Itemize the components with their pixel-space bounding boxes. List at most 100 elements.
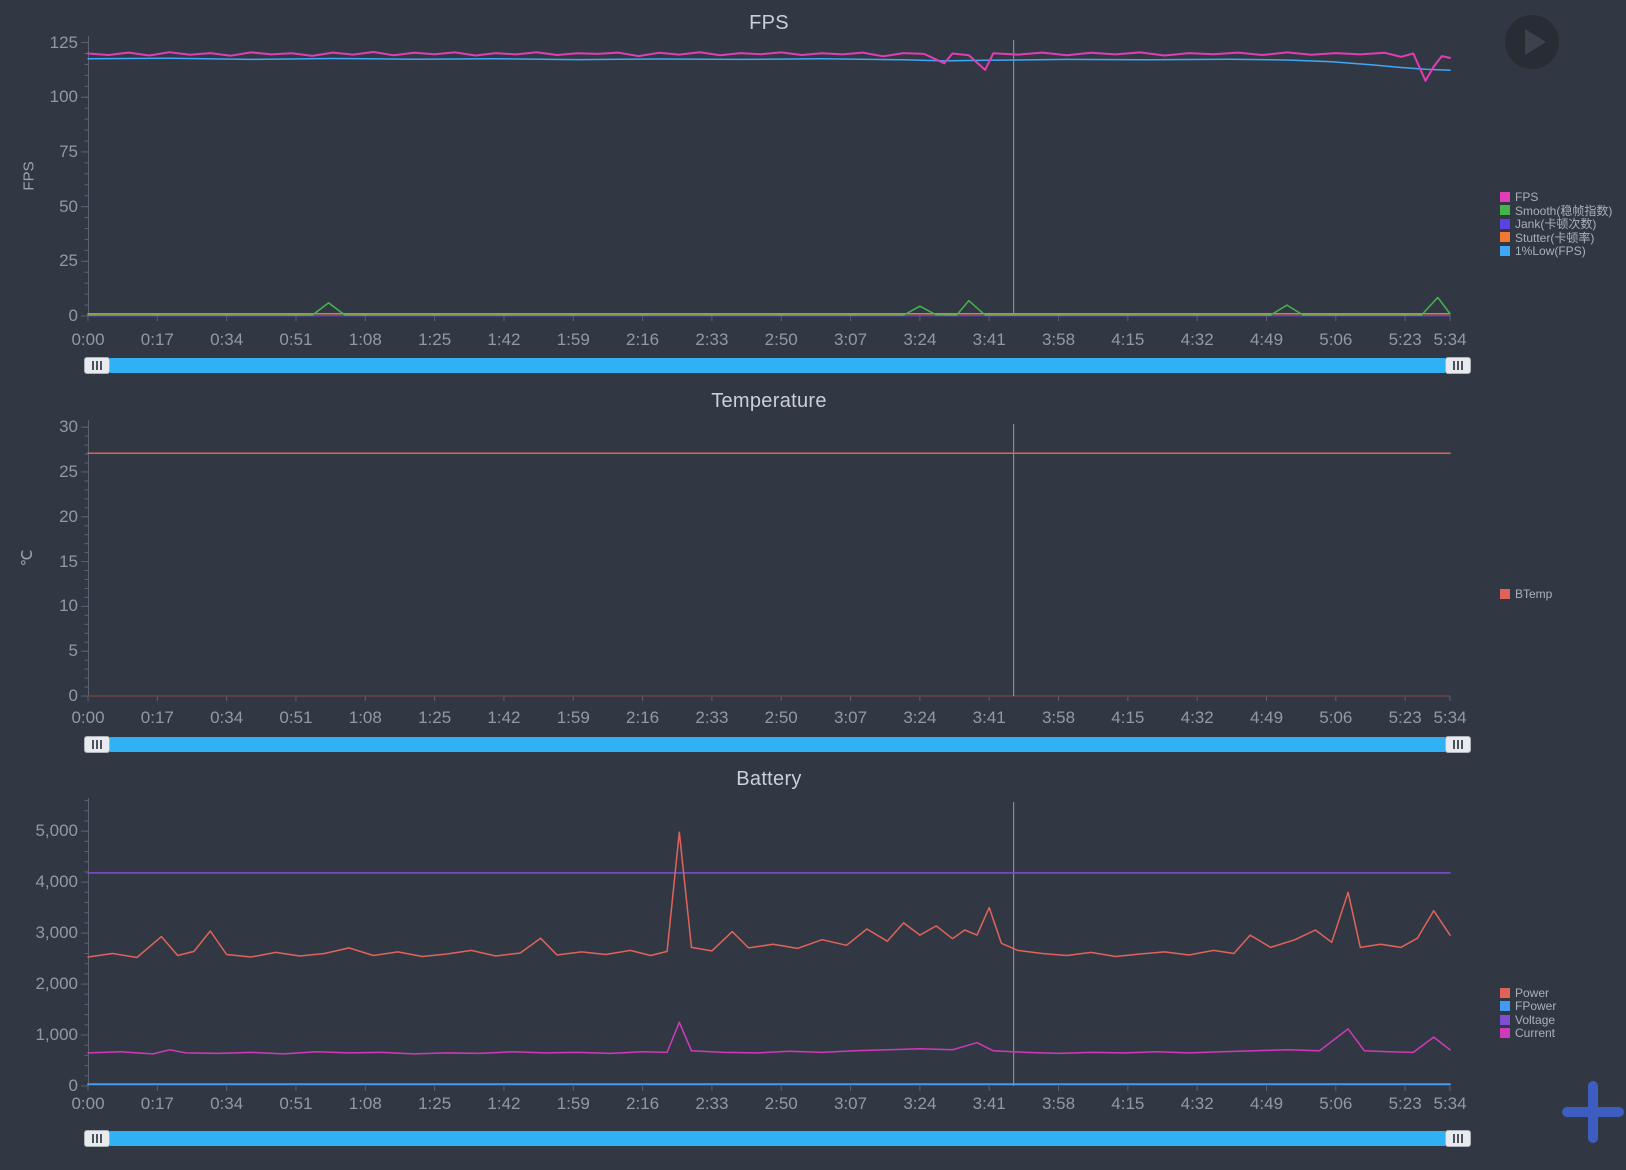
x-tick-label: 0:34 — [210, 1094, 244, 1113]
x-tick-label: 4:49 — [1249, 330, 1284, 349]
series-line-power — [87, 831, 1451, 959]
x-tick-label: 0:51 — [279, 1094, 313, 1113]
legend-swatch — [1500, 205, 1510, 216]
x-tick-label: 0:51 — [279, 330, 313, 349]
x-tick-label: 2:50 — [764, 330, 798, 349]
fps-chart-section: FPS FPS 0 25 50 75 100 125 0:00 0:17 0:34 0:51 1:0… — [0, 0, 1626, 379]
x-tick-label: 2:16 — [626, 708, 660, 727]
legend-label: Voltage — [1515, 1012, 1556, 1027]
legend-swatch — [1500, 245, 1510, 256]
y-axis-label-fps: FPS — [20, 161, 38, 191]
x-tick-label: 2:50 — [764, 1094, 798, 1113]
legend-label: Power — [1515, 985, 1550, 1000]
x-tick-label: 2:33 — [695, 1094, 729, 1113]
x-tick-label: 3:24 — [903, 708, 937, 727]
scrollbar-left-handle[interactable] — [84, 357, 110, 374]
y-tick-label: 1,000 — [35, 1025, 78, 1045]
x-tick-label: 3:41 — [972, 330, 1006, 349]
series-line-smooth — [87, 296, 1451, 316]
x-tick-label: 5:06 — [1319, 708, 1353, 727]
x-tick-label: 4:32 — [1180, 330, 1214, 349]
legend-item[interactable]: Voltage — [1500, 1013, 1556, 1027]
x-tick-label: 5:06 — [1319, 330, 1353, 349]
legend-label: Jank(卡顿次数) — [1515, 217, 1597, 232]
scrollbar-right-handle[interactable] — [1445, 736, 1471, 753]
legend-swatch — [1500, 1001, 1510, 1012]
add-chart-button[interactable] — [1562, 1081, 1624, 1143]
play-button[interactable] — [1505, 15, 1559, 69]
chart-plot-fps[interactable] — [81, 36, 1451, 321]
legend-item[interactable]: FPower — [1500, 999, 1557, 1014]
y-tick-label: 0 — [68, 306, 78, 325]
scrollbar-track[interactable] — [110, 358, 1445, 373]
scrollbar-right-handle[interactable] — [1445, 357, 1471, 374]
temperature-chart-section: Temperature ℃ 0 5 10 15 20 25 30 0:00 0:17 0:34 0:… — [0, 379, 1626, 757]
plus-icon — [1588, 1081, 1598, 1143]
legend-item[interactable]: Stutter(卡顿率) — [1500, 231, 1612, 245]
legend-label: FPower — [1515, 999, 1557, 1014]
x-tick-label: 3:24 — [903, 1094, 937, 1113]
y-tick-label: 20 — [59, 506, 78, 526]
x-tick-label: 2:16 — [626, 330, 660, 349]
scrollbar-right-handle[interactable] — [1445, 1130, 1471, 1147]
x-tick-label: 5:34 — [1433, 330, 1467, 349]
x-tick-label: 4:49 — [1249, 1094, 1284, 1113]
scrollbar-track[interactable] — [110, 737, 1445, 752]
legend-label: 1%Low(FPS) — [1515, 243, 1586, 258]
scrollbar-left-handle[interactable] — [84, 736, 110, 753]
legend-label: Current — [1515, 1026, 1556, 1041]
y-tick-label: 100 — [49, 87, 78, 107]
x-tick-label: 0:51 — [279, 708, 313, 727]
legend-swatch — [1500, 218, 1510, 229]
y-tick-label: 5,000 — [35, 821, 78, 841]
x-tick-label: 0:00 — [71, 1094, 105, 1113]
x-tick-label: 0:34 — [210, 708, 244, 727]
legend-label: Stutter(卡顿率) — [1515, 230, 1595, 245]
legend-item[interactable]: Current — [1500, 1026, 1556, 1041]
x-tick-label: 1:59 — [556, 708, 590, 727]
chart-plot-temperature[interactable] — [81, 420, 1451, 701]
temperature-time-scrollbar[interactable] — [84, 736, 1471, 753]
y-tick-label: 50 — [59, 196, 78, 216]
battery-time-scrollbar[interactable] — [84, 1130, 1471, 1147]
y-tick-label: 75 — [59, 141, 78, 161]
legend-item[interactable]: BTemp — [1500, 587, 1552, 601]
x-tick-label: 2:33 — [695, 708, 729, 727]
legend-label: Smooth(稳帧指数) — [1515, 203, 1613, 218]
x-tick-label: 5:34 — [1433, 708, 1467, 727]
legend-item[interactable]: Smooth(稳帧指数) — [1500, 204, 1612, 218]
legend-swatch — [1500, 1028, 1510, 1039]
x-tick-label: 1:08 — [348, 708, 382, 727]
x-tick-label: 1:42 — [487, 1094, 521, 1113]
series-line-current — [87, 1021, 1451, 1055]
legend: BTemp — [1500, 587, 1552, 601]
legend-swatch — [1500, 987, 1510, 998]
x-tick-label: 3:07 — [834, 1094, 868, 1113]
chart-title-fps: FPS — [749, 12, 789, 34]
x-tick-label: 0:17 — [140, 708, 174, 727]
y-tick-label: 25 — [59, 461, 78, 481]
y-tick-label: 10 — [59, 596, 78, 616]
legend-item[interactable]: FPS — [1500, 190, 1612, 204]
x-tick-label: 2:50 — [764, 708, 798, 727]
y-tick-label: 0 — [68, 1076, 78, 1095]
x-tick-label: 0:34 — [210, 330, 244, 349]
scrollbar-track[interactable] — [110, 1131, 1445, 1146]
x-tick-label: 4:15 — [1111, 330, 1145, 349]
chart-plot-battery[interactable] — [81, 798, 1451, 1091]
x-tick-label: 4:49 — [1249, 708, 1284, 727]
legend: Power FPower Voltage Current — [1500, 986, 1556, 1040]
y-tick-label: 30 — [59, 417, 78, 437]
fps-time-scrollbar[interactable] — [84, 357, 1471, 374]
scrollbar-left-handle[interactable] — [84, 1130, 110, 1147]
legend-item[interactable]: Jank(卡顿次数) — [1500, 217, 1612, 231]
x-tick-label: 5:23 — [1388, 1094, 1422, 1113]
legend-item[interactable]: Power — [1500, 986, 1556, 1000]
legend-item[interactable]: 1%Low(FPS) — [1500, 244, 1612, 258]
x-tick-label: 0:17 — [140, 1094, 174, 1113]
x-tick-label: 1:25 — [418, 330, 452, 349]
y-tick-label: 2,000 — [35, 974, 78, 994]
x-tick-label: 0:17 — [140, 330, 174, 349]
legend-label: BTemp — [1515, 586, 1553, 601]
legend-swatch — [1500, 232, 1510, 243]
